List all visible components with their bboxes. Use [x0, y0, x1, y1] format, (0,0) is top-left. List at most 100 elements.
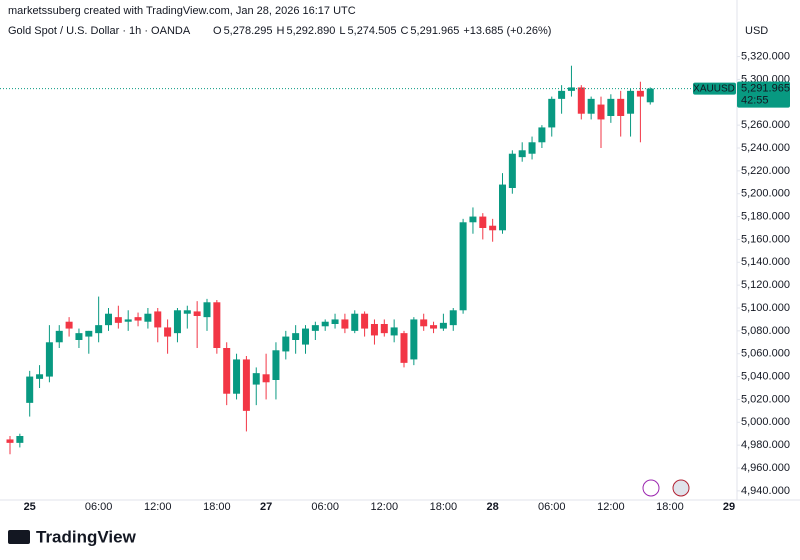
ohlc-label: O — [213, 25, 222, 37]
candle-body — [617, 98, 625, 116]
candle-body — [489, 225, 497, 231]
y-tick-label: 5,160.000 — [741, 233, 790, 245]
x-tick-label: 25 — [24, 501, 36, 513]
candle-body — [173, 310, 181, 334]
candle-body — [518, 150, 526, 158]
candle-body — [302, 328, 309, 345]
candle-body — [341, 319, 349, 329]
candle-body — [16, 436, 24, 443]
x-tick-label: 29 — [723, 501, 735, 513]
logo-text: TradingView — [36, 527, 137, 546]
symbol: Gold Spot / U.S. Dollar · 1h · OANDA — [8, 25, 191, 37]
ohlc-value: 5,291.965 — [410, 25, 459, 37]
candle-body — [36, 374, 44, 379]
candle-body — [85, 330, 93, 337]
y-tick-label: 4,940.000 — [741, 485, 790, 497]
ohlc-value: 5,278.295 — [224, 25, 273, 37]
candle-body — [636, 90, 644, 97]
candle-body — [597, 104, 605, 120]
ohlc-label: C — [400, 25, 408, 37]
candle-body — [449, 310, 457, 326]
y-tick-label: 5,180.000 — [741, 210, 790, 222]
candle-body — [577, 87, 585, 114]
candle-body — [439, 322, 447, 329]
y-tick-label: 5,260.000 — [741, 119, 790, 131]
candle-body — [499, 184, 506, 231]
symbol-tag-text: XAUUSD — [693, 83, 735, 94]
x-tick-label: 18:00 — [430, 501, 458, 513]
logo-icon — [8, 530, 30, 544]
candle-body — [607, 98, 615, 116]
event-icon — [672, 479, 690, 497]
candle-body — [380, 324, 388, 334]
y-tick-label: 5,100.000 — [741, 302, 790, 314]
candle-body — [55, 330, 63, 343]
price-tag — [737, 81, 790, 108]
candle-body — [75, 333, 83, 340]
candle-body — [95, 325, 103, 334]
symbol-tag — [693, 82, 736, 95]
y-tick-label: 5,080.000 — [741, 325, 790, 337]
candle-body — [331, 319, 339, 324]
candle-body — [292, 333, 300, 340]
y-tick-label: 4,980.000 — [741, 439, 790, 451]
candle-body — [420, 319, 428, 327]
candle-body — [65, 321, 73, 329]
candle-body — [370, 324, 378, 336]
candle-body — [252, 373, 260, 385]
change: +13.685 (+0.26%) — [463, 25, 551, 37]
candle-body — [154, 311, 162, 328]
candle-body — [558, 90, 566, 99]
candle-body — [400, 333, 408, 363]
x-tick-label: 18:00 — [656, 501, 684, 513]
y-tick-label: 5,020.000 — [741, 393, 790, 405]
x-tick-label: 06:00 — [85, 501, 113, 513]
candle-body — [469, 216, 477, 223]
candle-body — [124, 319, 132, 322]
candle-body — [528, 142, 536, 154]
candle-body — [538, 127, 546, 143]
y-tick-label: 5,000.000 — [741, 416, 790, 428]
candle-body — [351, 313, 359, 331]
candle-body — [282, 336, 290, 352]
ohlc-value: 5,274.505 — [348, 25, 397, 37]
candle-body — [183, 310, 191, 314]
price-tag-text: 5,291.965 — [741, 83, 790, 95]
candle-body — [321, 321, 329, 327]
y-tick-label: 5,320.000 — [741, 50, 790, 62]
event-icon — [642, 479, 660, 497]
candle-body — [213, 302, 221, 348]
y-tick-label: 4,960.000 — [741, 462, 790, 474]
candle-body — [548, 98, 556, 128]
y-tick-label: 5,040.000 — [741, 370, 790, 382]
candle-body — [144, 313, 152, 322]
candle-body — [164, 327, 172, 337]
candle-body — [567, 87, 575, 91]
x-tick-label: 12:00 — [144, 501, 172, 513]
y-tick-label: 5,200.000 — [741, 188, 790, 200]
candle-body — [646, 88, 654, 103]
candle-body — [479, 216, 487, 228]
y-tick-label: 5,240.000 — [741, 142, 790, 154]
candle-body — [105, 313, 112, 326]
candle-body — [272, 350, 280, 380]
candle-body — [627, 90, 635, 114]
y-tick-label: 5,140.000 — [741, 256, 790, 268]
candle-body — [223, 348, 231, 394]
y-tick-label: 5,120.000 — [741, 279, 790, 291]
candle-body — [390, 327, 398, 336]
candle-body — [508, 153, 516, 188]
credit: marketssuberg created with TradingView.c… — [8, 5, 356, 17]
x-tick-label: 12:00 — [597, 501, 625, 513]
candle-body — [203, 302, 211, 318]
candle-body — [459, 222, 467, 311]
candle-body — [45, 342, 53, 377]
y-tick-label: 5,220.000 — [741, 165, 790, 177]
x-tick-label: 27 — [260, 501, 272, 513]
candle-body — [361, 313, 369, 329]
candle-body — [134, 317, 142, 321]
candle-body — [410, 319, 418, 360]
logo: TradingView — [8, 527, 137, 546]
